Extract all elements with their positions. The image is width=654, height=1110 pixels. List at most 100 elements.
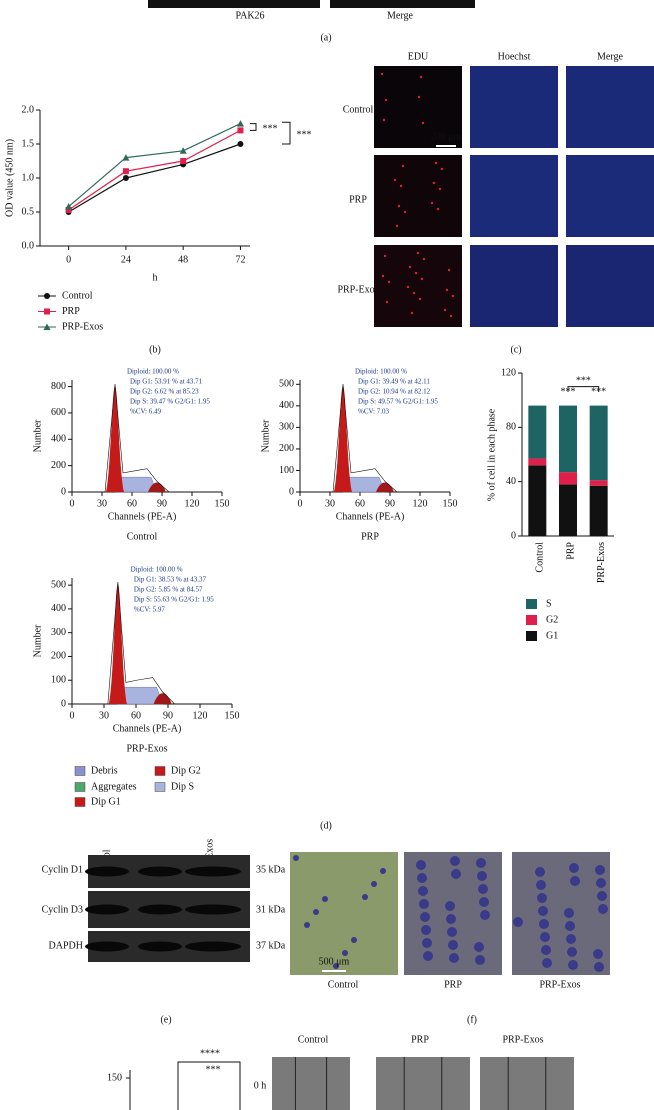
- cell-spot: [595, 865, 605, 875]
- cell-spot: [418, 886, 428, 896]
- cell-spot: [421, 121, 425, 125]
- caption: (a): [320, 32, 331, 43]
- y-tick-label: 0.5: [22, 206, 35, 217]
- cell-spot: [313, 909, 319, 915]
- dip-g2: [153, 693, 172, 704]
- image: [470, 155, 558, 237]
- cell-spot: [399, 184, 403, 188]
- band: [185, 866, 241, 877]
- y-tick-label: 0: [289, 486, 294, 497]
- cell-spot: [538, 906, 548, 916]
- cell-spot: [447, 268, 451, 272]
- legend-label: G1: [546, 630, 558, 641]
- x-tick-label: 150: [443, 498, 458, 509]
- band: [185, 904, 241, 915]
- caption: (e): [160, 1014, 171, 1025]
- legend-label: PRP: [62, 306, 80, 317]
- cell-spot: [569, 863, 579, 873]
- marker: [65, 203, 73, 210]
- cell-spot: [564, 908, 574, 918]
- x-tick-label: 0: [70, 710, 75, 721]
- annotation: Dip S: 39.47 % G2/G1: 1.95: [130, 398, 210, 406]
- x-tick-label: 0: [70, 498, 75, 509]
- cell-spot: [445, 288, 449, 292]
- annotation: Dip G1: 39.49 % at 42.11: [358, 378, 430, 386]
- cell-spot: [304, 922, 310, 928]
- bar-segment: [559, 484, 577, 536]
- legend-swatch: [154, 782, 166, 792]
- image: [374, 245, 462, 327]
- band: [85, 904, 129, 915]
- x-axis-label: Channels (PE-A): [336, 511, 405, 522]
- x-tick-label: 60: [355, 498, 365, 509]
- cell-spot: [382, 118, 386, 122]
- cell-spot: [448, 940, 458, 950]
- x-axis-label: Channels (PE-A): [108, 511, 177, 522]
- cell-spot: [443, 308, 447, 312]
- x-tick-label: 30: [325, 498, 335, 509]
- bracket: [250, 123, 257, 131]
- bar-segment: [589, 405, 608, 481]
- cell-spot: [446, 914, 456, 924]
- cell-spot: [438, 187, 442, 191]
- image-label: PRP-Exos: [502, 1034, 543, 1045]
- caption: (d): [320, 820, 332, 831]
- x-tick-label: 90: [157, 498, 167, 509]
- cell-spot: [412, 291, 416, 295]
- legend-swatch: [526, 599, 537, 609]
- band: [138, 866, 182, 877]
- legend-label: Dip G2: [171, 765, 201, 776]
- cell-spot: [420, 912, 430, 922]
- legend-swatch: [526, 631, 537, 641]
- marker: [236, 120, 244, 127]
- x-tick-label: 30: [97, 498, 107, 509]
- band: [138, 904, 182, 915]
- envelope: [107, 581, 175, 705]
- annotation: %CV: 6.49: [130, 408, 161, 416]
- cell-spot: [477, 871, 487, 881]
- image-label: Merge: [387, 10, 413, 21]
- significance: ***: [297, 129, 312, 140]
- legend-label: Debris: [91, 765, 118, 776]
- x-tick-label: 0: [66, 254, 71, 265]
- caption: (f): [467, 1014, 477, 1025]
- marker: [122, 175, 129, 181]
- y-tick-label: 150: [107, 1072, 122, 1083]
- y-axis-label: OD value (450 nm): [4, 139, 15, 217]
- cell-spot: [451, 294, 455, 298]
- cell-spot: [567, 947, 577, 957]
- y-axis-label: Number: [32, 419, 43, 452]
- x-tick-label: 24: [121, 254, 131, 265]
- marker: [43, 323, 51, 330]
- legend-label: Dip G1: [91, 796, 121, 807]
- y-tick-label: 120: [501, 367, 516, 378]
- y-tick-label: 200: [279, 443, 294, 454]
- y-tick-label: 100: [279, 465, 294, 476]
- cell-spot: [333, 963, 339, 969]
- chart-title: Control: [127, 531, 158, 542]
- annotation: Diploid: 100.00 %: [355, 368, 407, 376]
- legend-label: Dip S: [171, 781, 194, 792]
- y-tick-label: 800: [51, 381, 66, 392]
- marker: [180, 158, 187, 164]
- cell-spot: [414, 271, 418, 275]
- x-tick-label: PRP-Exos: [596, 542, 607, 583]
- cell-spot: [598, 904, 608, 914]
- cell-spot: [480, 910, 490, 920]
- cell-spot: [436, 207, 440, 211]
- y-tick-label: 0.0: [22, 240, 35, 251]
- cell-spot: [536, 880, 546, 890]
- cell-spot: [474, 942, 484, 952]
- cell-spot: [597, 891, 607, 901]
- y-tick-label: 0: [61, 698, 66, 709]
- cell-spot: [537, 893, 547, 903]
- envelope: [332, 383, 398, 493]
- marker: [122, 168, 129, 175]
- x-tick-label: 0: [298, 498, 303, 509]
- legend-swatch: [74, 782, 86, 792]
- band: [185, 941, 241, 952]
- size-label: 35 kDa: [256, 864, 286, 875]
- marker: [44, 308, 50, 315]
- legend-swatch: [526, 615, 537, 625]
- image: [374, 66, 462, 148]
